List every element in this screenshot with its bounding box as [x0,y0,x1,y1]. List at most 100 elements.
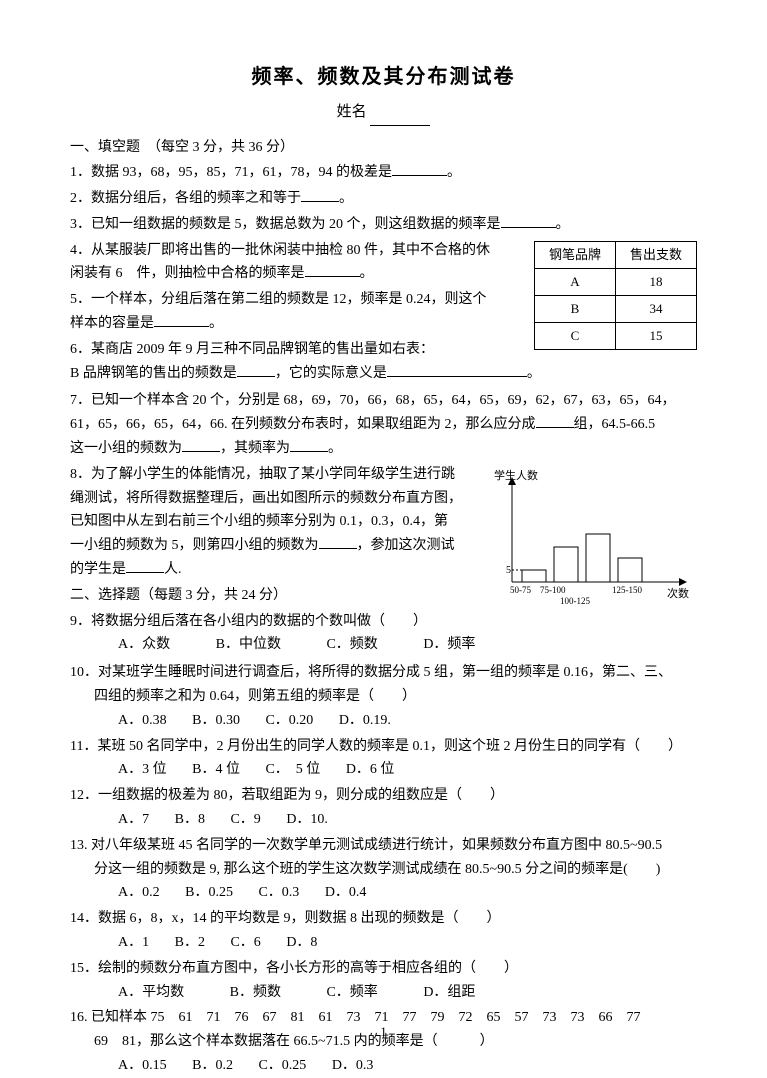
opt: B．0.2 [192,1054,233,1078]
q3: 3．已知一组数据的频数是 5，数据总数为 20 个，则这组数据的频率是。 [70,213,697,237]
bar [586,534,610,582]
q1-blank [392,161,447,176]
opt: A．平均数 [118,981,184,1005]
q1: 1．数据 93，68，95，85，71，61，78，94 的极差是。 [70,161,697,185]
frequency-histogram: 学生人数 5 50-75 75-100 100-125 125-150 次数 [482,467,697,621]
q12-options: A．7 B．8 C．9 D．10. [70,808,697,832]
opt: C．9 [230,808,260,832]
opt: D．10. [286,808,328,832]
name-line: 姓名 [70,100,697,126]
opt: C．0.3 [258,881,299,905]
table-row: 钢笔品牌 售出支数 [534,241,696,268]
q3-blank [501,213,556,228]
table-row: C 15 [534,322,696,349]
q2-suffix: 。 [339,191,353,206]
q8-blank2 [126,558,164,573]
opt: B．0.30 [192,709,240,733]
opt: A．众数 [118,633,170,657]
q13-l1: 13. 对八年级某班 45 名同学的一次数学单元测试成绩进行统计，如果频数分布直… [70,838,662,853]
bars [522,534,642,582]
content: 一、填空题 （每空 3 分，共 36 分） 1．数据 93，68，95，85，7… [70,136,697,1078]
q5-blank [154,312,209,327]
xtick: 75-100 [540,585,566,595]
q7-l2a: 61，65，66，65，64，66. 在列频数分布表时，如果取组距为 2，那么应… [70,417,536,432]
q10-options: A．0.38 B．0.30 C．0.20 D．0.19. [70,709,697,733]
q8-l3: 已知图中从左到右前三个小组的频率分别为 0.1，0.3，0.4，第 [70,514,448,529]
bar [554,547,578,582]
xtick: 100-125 [560,596,590,606]
q10-l2: 四组的频率之和为 0.64，则第五组的频率是（ ） [70,689,416,704]
pen-cell: C [534,322,615,349]
q2-text: 2．数据分组后，各组的频率之和等于 [70,191,301,206]
q6-l1: 6．某商店 2009 年 9 月三种不同品牌钢笔的售出量如右表： [70,342,434,357]
name-label: 姓名 [337,104,367,120]
opt: D．0.3 [332,1054,374,1078]
q16-options: A．0.15 B．0.2 C．0.25 D．0.3 [70,1054,697,1078]
q10: 10．对某班学生睡眠时间进行调查后，将所得的数据分成 5 组，第一组的频率是 0… [70,661,697,732]
q2-blank [301,187,339,202]
q15-options: A．平均数 B．频数 C．频率 D．组距 [70,981,697,1005]
pen-th-count: 售出支数 [615,241,696,268]
opt: D．0.4 [325,881,367,905]
q6-l2a: B 品牌钢笔的售出的频数是 [70,366,237,381]
bar [522,570,546,582]
doc-title: 频率、频数及其分布测试卷 [70,60,697,94]
q5-l2: 样本的容量是 [70,316,154,331]
q12: 12．一组数据的极差为 80，若取组距为 9，则分成的组数应是（ ） A．7 B… [70,784,697,832]
q1-suffix: 。 [447,165,461,180]
q13-l2: 分这一组的频数是 9, 那么这个班的学生这次数学测试成绩在 80.5~90.5 … [70,862,660,877]
opt: C．6 [230,931,260,955]
x-arrow-icon [679,578,687,586]
bar [618,558,642,582]
q13: 13. 对八年级某班 45 名同学的一次数学单元测试成绩进行统计，如果频数分布直… [70,834,697,905]
q7-blank3 [290,437,328,452]
pen-cell: A [534,268,615,295]
q9-options: A．众数 B．中位数 C．频数 D．频率 [70,633,697,657]
q12-text: 12．一组数据的极差为 80，若取组距为 9，则分成的组数应是（ ） [70,788,504,803]
opt: B．4 位 [192,758,240,782]
q8-l5a: 的学生是 [70,562,126,577]
xlabel: 次数 [667,586,689,600]
opt: A．0.2 [118,881,160,905]
table-row: A 18 [534,268,696,295]
q7-blank1 [536,413,574,428]
q8-blank1 [319,534,357,549]
q7-l3b: ，其频率为 [220,441,290,456]
pen-cell: 15 [615,322,696,349]
q15: 15．绘制的频数分布直方图中，各小长方形的高等于相应各组的（ ） A．平均数 B… [70,957,697,1005]
opt: A．0.15 [118,1054,167,1078]
q6-l2b: ，它的实际意义是 [275,366,387,381]
page: 频率、频数及其分布测试卷 姓名 一、填空题 （每空 3 分，共 36 分） 1．… [0,0,767,1063]
opt: C．0.25 [258,1054,306,1078]
opt: A．1 [118,931,149,955]
q7-blank2 [182,437,220,452]
q4-l1: 4．从某服装厂即将出售的一批休闲装中抽检 80 件，其中不合格的休 [70,243,490,258]
table-row: B 34 [534,295,696,322]
opt: D．0.19. [339,709,391,733]
q8-l5b: 人. [164,562,182,577]
opt: B．中位数 [216,633,281,657]
opt: D．频率 [423,633,475,657]
section1-header: 一、填空题 （每空 3 分，共 36 分） [70,136,697,160]
q5-l1: 5．一个样本，分组后落在第二组的频数是 12，频率是 0.24，则这个 [70,292,487,307]
pen-table: 钢笔品牌 售出支数 A 18 B 34 C 15 [534,241,697,350]
opt: B．0.25 [185,881,233,905]
xtick: 50-75 [510,585,531,595]
q8-l1: 8．为了解小学生的体能情况，抽取了某小学同年级学生进行跳 [70,467,455,482]
q13-options: A．0.2 B．0.25 C．0.3 D．0.4 [70,881,697,905]
q2: 2．数据分组后，各组的频率之和等于 。 [70,187,697,211]
pen-cell: 34 [615,295,696,322]
opt: C． 5 位 [265,758,320,782]
q8-l4a: 一小组的频数为 5，则第四小组的频数为 [70,538,319,553]
q7-suffix: 。 [328,441,342,456]
q3-text: 3．已知一组数据的频数是 5，数据总数为 20 个，则这组数据的频率是 [70,217,501,232]
opt: D．8 [286,931,317,955]
q6-suffix: 。 [527,366,541,381]
q11: 11．某班 50 名同学中，2 月份出生的同学人数的频率是 0.1，则这个班 2… [70,735,697,783]
q9-text: 9．将数据分组后落在各小组内的数据的个数叫做（ ） [70,614,427,629]
opt: D．组距 [423,981,475,1005]
opt: C．0.20 [265,709,313,733]
opt: A．7 [118,808,149,832]
q14-options: A．1 B．2 C．6 D．8 [70,931,697,955]
pen-cell: 18 [615,268,696,295]
